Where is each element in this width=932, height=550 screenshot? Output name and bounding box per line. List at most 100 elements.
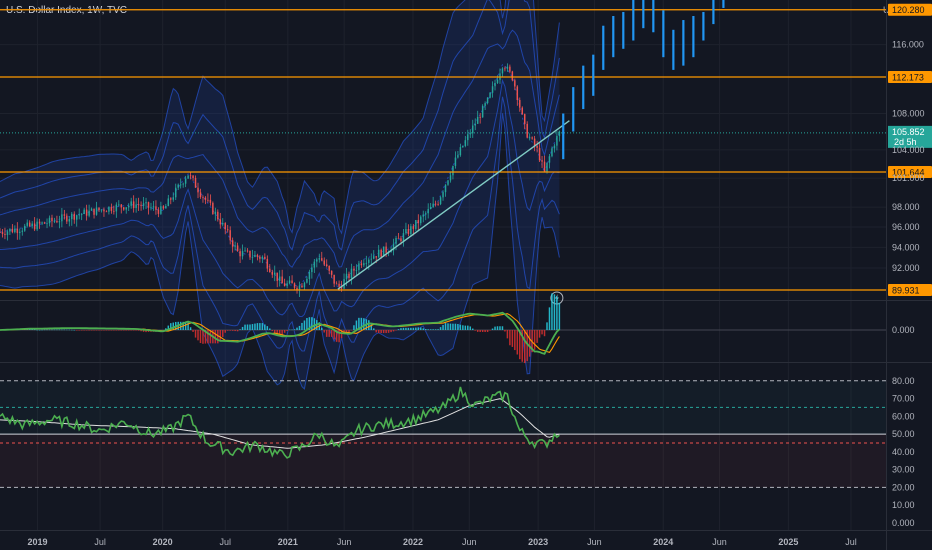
candle-body <box>340 286 343 289</box>
candle-body <box>209 199 212 203</box>
macd-histogram-bar <box>447 323 449 330</box>
candle-body <box>434 203 437 205</box>
macd-histogram-bar <box>459 324 462 330</box>
macd-histogram-bar <box>63 329 66 331</box>
candle-body <box>234 245 236 247</box>
time-axis[interactable]: 2019 Jul 2020 Jul 2021 Jun 2022 Jun 2023 Jun 2024 J… <box>28 537 857 547</box>
candle-body <box>489 92 491 98</box>
macd-histogram-bar <box>506 330 509 339</box>
candle-body <box>472 125 474 134</box>
candle-body <box>182 183 184 185</box>
macd-histogram-bar <box>58 329 61 331</box>
time-tick: Jun <box>337 537 352 547</box>
macd-histogram-bar <box>385 330 387 334</box>
macd-histogram-bar <box>390 330 392 333</box>
macd-histogram-bar <box>526 330 528 362</box>
candle-body <box>41 222 43 224</box>
last-price-tag <box>888 125 932 148</box>
candle-body <box>382 246 385 257</box>
macd-histogram-bar <box>321 327 323 330</box>
candle-body <box>405 229 407 234</box>
macd-histogram-bar <box>373 328 375 330</box>
candle-body <box>528 137 531 139</box>
bollinger-bands <box>0 0 560 390</box>
candle-body <box>226 229 229 231</box>
macd-histogram-bar <box>538 330 541 338</box>
macd-histogram-bar <box>266 326 269 330</box>
candle-body <box>397 237 400 239</box>
macd-histogram-bar <box>231 330 234 331</box>
macd-histogram-bar <box>41 329 43 331</box>
candle-body <box>360 263 363 266</box>
candle-body <box>429 207 432 210</box>
candle-body <box>224 223 226 230</box>
candle-body <box>447 180 449 185</box>
macd-histogram-bar <box>501 326 504 330</box>
candle-body <box>519 99 521 108</box>
candle-body <box>63 214 66 216</box>
trendline[interactable] <box>337 120 570 290</box>
macd-histogram-bar <box>103 330 105 331</box>
projection-bar <box>712 0 715 25</box>
candle-body <box>501 68 504 74</box>
candle-body <box>231 240 234 247</box>
macd-histogram-bar <box>264 324 266 330</box>
candle-body <box>400 238 402 242</box>
time-tick: 2024 <box>653 537 673 547</box>
candle-body <box>353 268 355 271</box>
level-label: 101.644 <box>892 167 925 177</box>
macd-histogram-bar <box>417 327 420 330</box>
macd-histogram-bar <box>85 330 88 331</box>
candle-body <box>316 259 318 262</box>
rsi-line <box>0 386 560 459</box>
macd-histogram-bar <box>499 326 501 330</box>
time-tick: 2023 <box>528 537 548 547</box>
candle-body <box>452 166 454 176</box>
macd-histogram-bar <box>345 330 348 333</box>
band-line <box>0 0 560 251</box>
candle-body <box>323 260 325 265</box>
macd-histogram-bar <box>38 329 41 331</box>
macd-histogram-bar <box>434 329 437 330</box>
candle-body <box>281 276 283 284</box>
candle-body <box>338 283 340 287</box>
candle-body <box>462 146 464 148</box>
candle-body <box>454 157 457 167</box>
candle-body <box>204 197 207 200</box>
macd-histogram-bar <box>135 330 137 331</box>
projection-bar <box>662 10 665 58</box>
macd-histogram-bar <box>108 330 110 331</box>
macd-histogram-bar <box>509 330 511 346</box>
macd-histogram-bar <box>234 330 236 332</box>
time-tick: Jul <box>845 537 857 547</box>
candle-body <box>192 175 194 179</box>
rsi-tick: 50.00 <box>892 429 915 439</box>
candle-body <box>509 66 511 72</box>
candle-body <box>11 228 14 233</box>
candle-body <box>249 250 251 258</box>
candle-body <box>368 259 370 263</box>
macd-histogram-bar <box>31 329 33 330</box>
candle-body <box>345 273 348 280</box>
macd-histogram-bar <box>130 330 132 331</box>
level-tag <box>888 70 932 83</box>
macd-histogram-bar <box>437 329 439 330</box>
candle-body <box>380 249 382 257</box>
candle-body <box>38 221 41 224</box>
candle-body <box>229 230 231 241</box>
candle-body <box>184 178 187 184</box>
macd-histogram-bar <box>56 329 58 331</box>
candle-body <box>80 213 83 215</box>
macd-histogram-bar <box>179 321 182 330</box>
macd-histogram-bar <box>236 330 239 332</box>
level-label: 120.280 <box>892 5 925 15</box>
candle-body <box>531 137 533 139</box>
macd-line <box>0 311 561 355</box>
price-axis[interactable]: 92.000 94.000 96.000 98.000 101.000 104.000 10… <box>892 40 925 528</box>
macd-histogram-bar <box>489 330 491 331</box>
macd-histogram-bar <box>412 327 415 330</box>
candle-body <box>48 217 51 224</box>
macd-histogram-bar <box>137 330 140 331</box>
